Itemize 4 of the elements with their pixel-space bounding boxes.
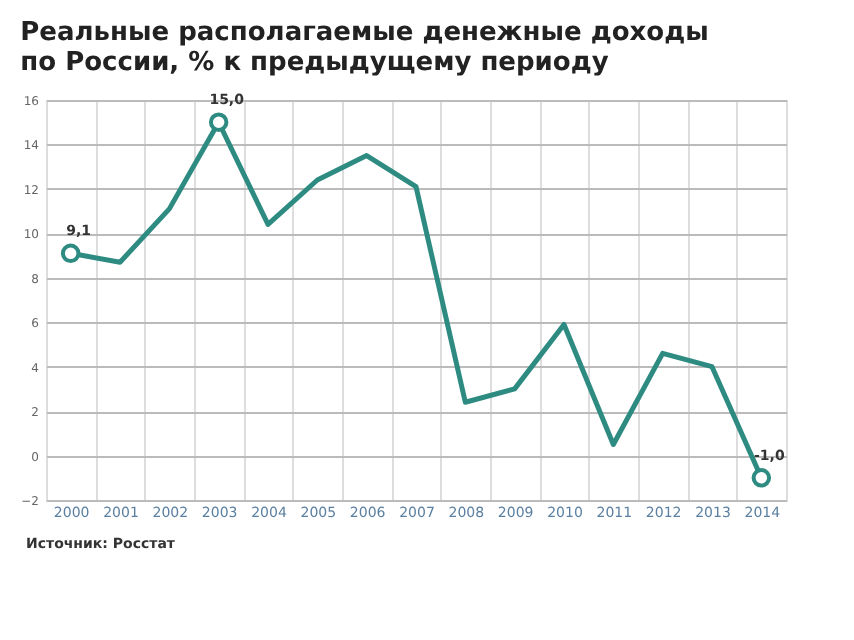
point (60, 243, 81, 264)
point (208, 112, 229, 132)
chart-title: Реальные располагаемые денежные доходы по России, % к предыдущему периоду (20, 18, 709, 79)
point (751, 468, 772, 488)
